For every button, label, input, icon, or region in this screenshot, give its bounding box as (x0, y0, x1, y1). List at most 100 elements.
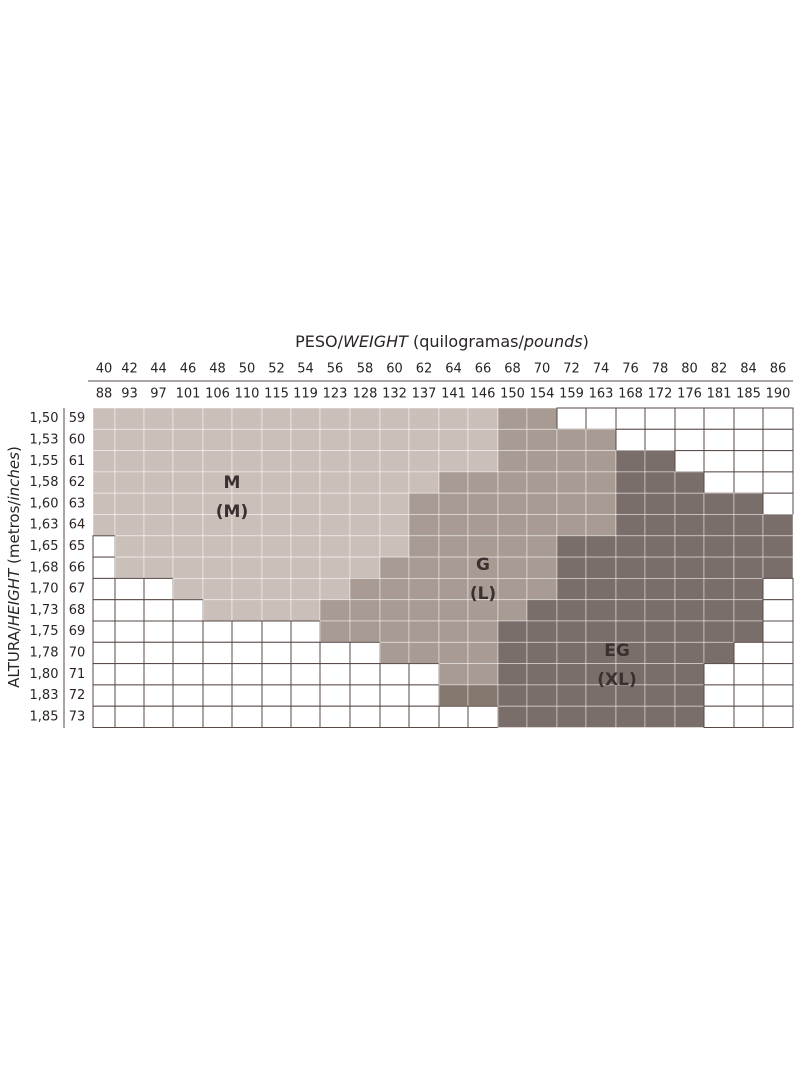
empty-cell (290, 641, 321, 665)
meters-label: 1,80 (30, 667, 59, 682)
lbs-label: 176 (677, 387, 702, 402)
size-cell (92, 471, 116, 494)
size-cell (408, 514, 440, 537)
title-part: PESO/ (295, 332, 344, 351)
size-cell (438, 514, 469, 537)
size-cell (497, 450, 528, 473)
size-cell (526, 407, 558, 430)
lbs-label: 101 (176, 387, 201, 402)
empty-cell (644, 407, 676, 430)
size-cell (261, 407, 292, 430)
size-cell (585, 514, 617, 537)
size-cell (556, 556, 587, 579)
size-cell (585, 599, 617, 622)
size-cell (379, 407, 410, 430)
size-cell (319, 578, 351, 601)
size-cell (644, 578, 676, 601)
size-cell (438, 535, 469, 558)
size-cell (556, 599, 587, 622)
size-cell (526, 684, 558, 707)
size-cell (349, 450, 381, 473)
kg-label: 70 (534, 362, 551, 377)
inches-label: 60 (69, 432, 86, 447)
kg-label: 42 (121, 362, 138, 377)
kg-label: 68 (504, 362, 521, 377)
size-cell (615, 492, 646, 515)
side-label-part: ) (5, 446, 23, 452)
inches-label: 61 (69, 454, 86, 469)
size-cell (349, 428, 381, 451)
size-cell (172, 535, 204, 558)
empty-cell (379, 705, 410, 729)
empty-cell (92, 641, 116, 665)
size-cell (261, 535, 292, 558)
size-cell (379, 578, 410, 601)
empty-cell (408, 705, 440, 729)
size-cell (231, 450, 263, 473)
size-cell (114, 514, 145, 537)
size-cell (526, 705, 558, 728)
size-cell (585, 535, 617, 558)
size-cell (497, 492, 528, 515)
size-cell (526, 450, 558, 473)
size-alt-label: (M) (216, 502, 248, 522)
size-cell (319, 471, 351, 494)
kg-label: 48 (209, 362, 226, 377)
size-cell (290, 428, 321, 451)
size-cell (408, 428, 440, 451)
empty-cell (92, 705, 116, 729)
size-cell (497, 684, 528, 707)
size-cell (497, 578, 528, 601)
size-cell (202, 599, 233, 622)
size-cell (438, 620, 469, 643)
size-cell (585, 578, 617, 601)
lbs-label: 110 (235, 387, 260, 402)
size-cell (733, 620, 764, 643)
size-cell (261, 514, 292, 537)
size-cell (733, 556, 764, 579)
size-cell (674, 599, 705, 622)
size-label: M (224, 473, 241, 493)
empty-cell (762, 471, 794, 494)
size-cell (497, 599, 528, 622)
empty-cell (762, 407, 794, 430)
kg-label: 54 (297, 362, 314, 377)
size-cell (467, 620, 499, 643)
side-label-part: inches (5, 452, 23, 501)
empty-cell (92, 599, 116, 622)
size-cell (202, 428, 233, 451)
empty-cell (172, 705, 204, 729)
size-cell (526, 556, 558, 579)
size-cell (290, 514, 321, 537)
empty-cell (556, 407, 587, 430)
size-cell (172, 450, 204, 473)
size-cell (674, 492, 705, 515)
size-cell (526, 599, 558, 622)
size-cell (674, 684, 705, 707)
size-cell (408, 599, 440, 622)
empty-cell (319, 663, 351, 686)
lbs-label: 132 (382, 387, 407, 402)
empty-cell (703, 684, 735, 707)
empty-cell (290, 663, 321, 686)
lbs-label: 97 (150, 387, 167, 402)
size-cell (615, 705, 646, 728)
size-cell (526, 428, 558, 451)
size-cell (172, 578, 204, 601)
size-cell (703, 641, 735, 664)
empty-cell (172, 641, 204, 665)
inches-label: 59 (69, 411, 86, 426)
inches-label: 68 (69, 603, 86, 618)
empty-cell (202, 663, 233, 686)
meters-label: 1,70 (30, 582, 59, 597)
size-cell (143, 556, 174, 579)
inches-label: 70 (69, 645, 86, 660)
empty-cell (762, 684, 794, 707)
empty-cell (349, 641, 381, 665)
kg-label: 40 (96, 362, 113, 377)
empty-cell (733, 450, 764, 473)
size-cell (585, 450, 617, 473)
empty-cell (349, 705, 381, 729)
empty-cell (202, 684, 233, 707)
lbs-label: 172 (648, 387, 673, 402)
